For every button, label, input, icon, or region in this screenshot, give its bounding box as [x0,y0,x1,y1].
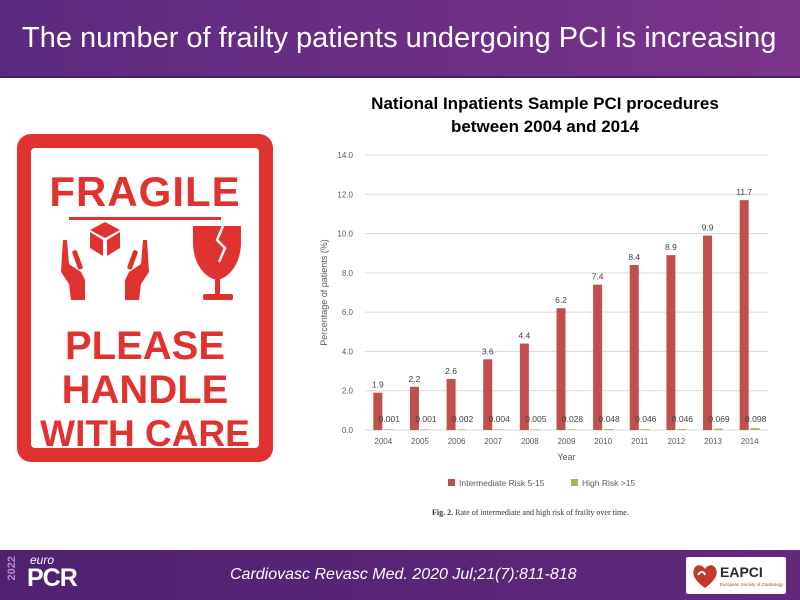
chart-title-line-1: National Inpatients Sample PCI procedure… [371,94,719,113]
figure-caption: Fig. 2. Rate of intermediate and high ri… [432,508,629,517]
bar-intermediate-risk [409,386,419,430]
x-axis-label: Year [557,452,575,462]
slide-header: The number of frailty patients undergoin… [0,0,800,78]
data-label-high-risk: 0.002 [452,414,474,424]
data-label-high-risk: 0.004 [489,414,511,424]
eapci-subtext: European Society of Cardiology [720,582,784,587]
x-tick-label: 2009 [558,437,576,446]
x-tick-label: 2013 [704,437,722,446]
legend-label-intermediate-risk: Intermediate Risk 5-15 [459,478,545,488]
eapci-logo: EAPCI European Society of Cardiology [686,557,786,594]
x-tick-label: 2006 [448,437,466,446]
data-label-intermediate-risk: 6.2 [555,295,567,305]
data-label-intermediate-risk: 9.9 [702,223,714,233]
y-tick-label: 0.0 [342,426,354,435]
bar-high-risk [567,429,577,430]
x-tick-label: 2010 [594,437,612,446]
europcr-logo-small: euro [30,553,55,567]
bar-intermediate-risk [446,378,456,430]
bar-chart: 0.0 2.0 4.0 6.0 8.0 10.0 12.0 14.0 Percentage of… [319,151,768,488]
data-label-intermediate-risk: 2.6 [445,366,457,376]
bar-high-risk [494,429,504,430]
data-label-high-risk: 0.098 [745,414,767,424]
data-label-intermediate-risk: 4.4 [518,331,530,341]
data-label-intermediate-risk: 8.9 [665,242,677,252]
legend-swatch-intermediate-risk [448,479,455,486]
data-label-high-risk: 0.046 [635,414,657,424]
hands-holding-box-icon [61,222,149,300]
x-tick-label: 2014 [741,437,759,446]
bar-intermediate-risk [556,308,566,430]
y-tick-label: 6.0 [342,308,354,317]
y-tick-label: 10.0 [337,230,353,239]
data-label-intermediate-risk: 2.2 [409,374,421,384]
legend-label-high-risk: High Risk >15 [582,478,635,488]
x-tick-label: 2011 [631,437,649,446]
y-tick-label: 4.0 [342,347,354,356]
fragile-headline: FRAGILE [49,168,241,215]
data-label-intermediate-risk: 7.4 [592,272,604,282]
data-label-intermediate-risk: 8.4 [628,252,640,262]
data-label-intermediate-risk: 3.6 [482,346,494,356]
legend-swatch-high-risk [571,479,578,486]
data-label-high-risk: 0.048 [598,414,620,424]
bar-high-risk [677,429,687,430]
care-line-3: WITH CARE [40,413,250,454]
bar-high-risk [714,428,724,430]
fragile-sign-inner: FRAGILE PLEASE HANDLE [31,148,259,454]
chart-title-line-2: between 2004 and 2014 [450,117,640,136]
bar-intermediate-risk [519,343,529,430]
chart-title: National Inpatients Sample PCI procedure… [340,92,750,138]
data-label-high-risk: 0.028 [562,414,584,424]
bar-high-risk [457,429,467,430]
y-tick-label: 12.0 [337,190,353,199]
bar-intermediate-risk [666,255,676,430]
data-label-high-risk: 0.005 [525,414,547,424]
care-line-2: HANDLE [61,368,229,412]
heart-icon [693,565,717,588]
data-label-high-risk: 0.001 [415,414,437,424]
fragile-sign: FRAGILE PLEASE HANDLE [17,134,273,462]
bar-high-risk [604,429,614,430]
bar-high-risk [420,429,430,430]
x-tick-label: 2008 [521,437,539,446]
bar-high-risk [640,429,650,430]
figure-caption-label: Fig. 2. [432,508,454,517]
y-tick-label: 2.0 [342,387,354,396]
bar-high-risk [530,429,540,430]
bar-intermediate-risk [629,265,639,430]
y-axis-label: Percentage of patients (%) [319,239,329,346]
y-tick-label: 8.0 [342,269,354,278]
fragile-underline [69,217,221,220]
bar-intermediate-risk [593,284,603,430]
bar-intermediate-risk [739,200,749,430]
data-label-high-risk: 0.001 [379,414,401,424]
bar-high-risk [750,428,760,430]
bar-high-risk [384,429,394,430]
bar-intermediate-risk [703,235,713,430]
eapci-text: EAPCI [720,564,763,580]
data-label-high-risk: 0.046 [672,414,694,424]
figure-caption-text: Rate of intermediate and high risk of fr… [455,508,629,517]
citation: Cardiovasc Revasc Med. 2020 Jul;21(7):81… [230,566,577,583]
x-tick-label: 2005 [411,437,429,446]
bar-intermediate-risk [373,392,383,430]
europcr-logo: PCR [27,564,78,592]
data-label-intermediate-risk: 11.7 [736,187,752,197]
x-tick-label: 2012 [668,437,686,446]
broken-glass-icon [193,225,241,300]
care-line-1: PLEASE [64,324,226,368]
bar-intermediate-risk [483,359,493,430]
sign-icons [61,222,241,300]
x-tick-label: 2004 [374,437,392,446]
footer-year: 2022 [6,556,18,581]
x-tick-label: 2007 [484,437,502,446]
y-tick-label: 14.0 [337,151,353,160]
slide-footer [0,550,800,600]
data-label-high-risk: 0.069 [708,414,730,424]
slide-title: The number of frailty patients undergoin… [22,22,777,54]
data-label-intermediate-risk: 1.9 [372,380,384,390]
